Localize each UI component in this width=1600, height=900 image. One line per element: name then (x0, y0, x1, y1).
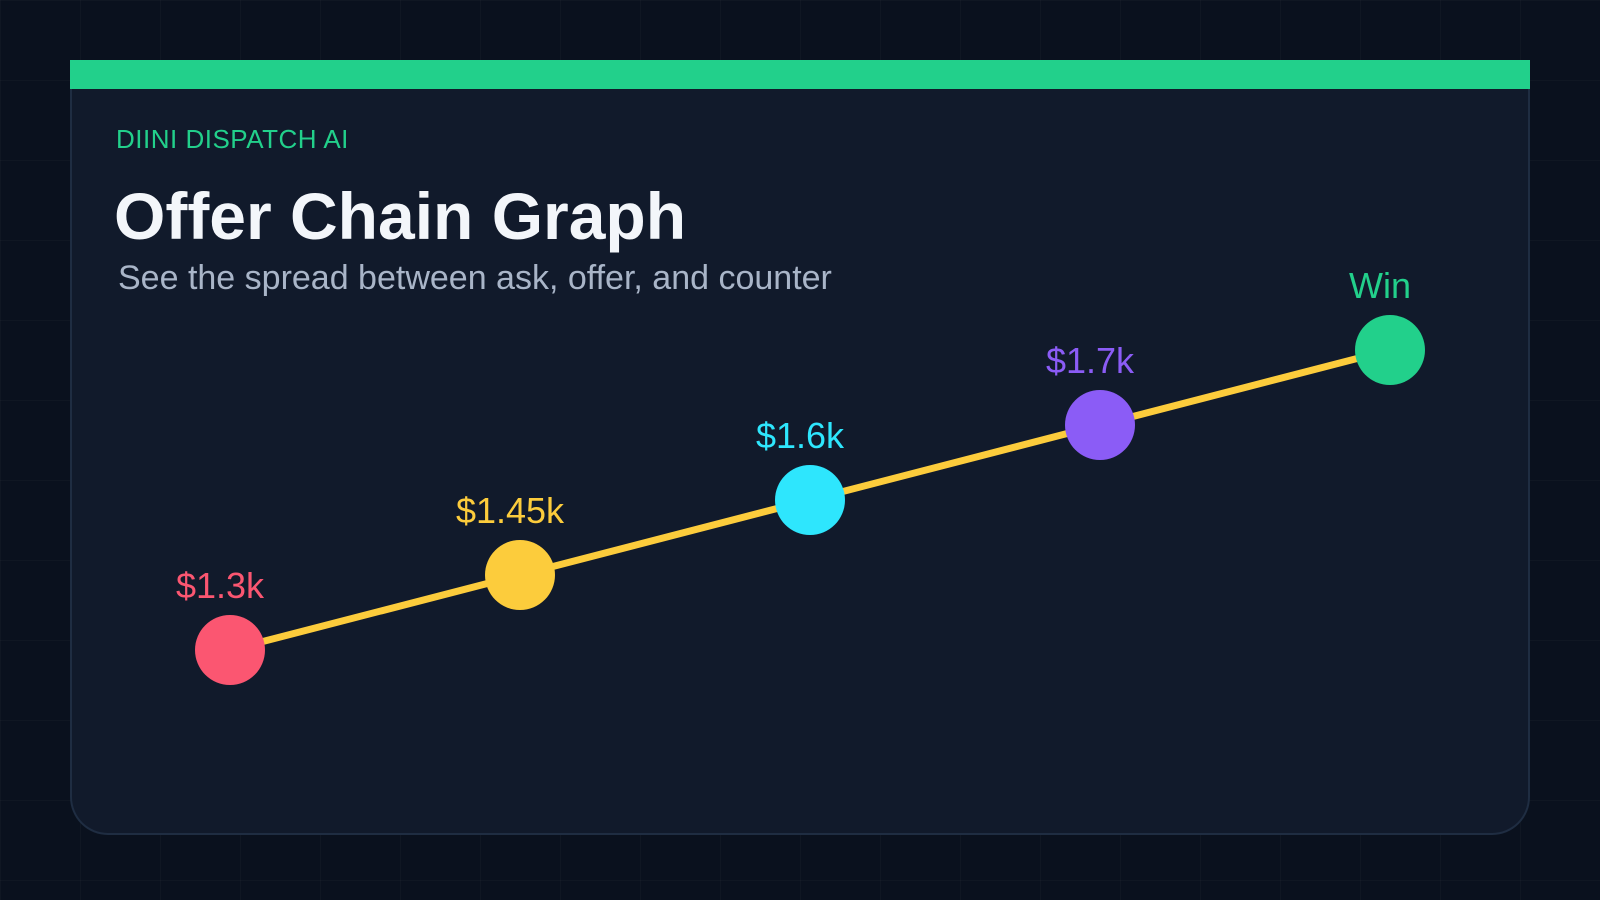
chain-node-label-5: Win (1349, 265, 1411, 306)
chain-node-label-3: $1.6k (756, 415, 845, 456)
chain-node-label-4: $1.7k (1046, 340, 1135, 381)
page-subtitle: See the spread between ask, offer, and c… (118, 259, 832, 297)
chain-node-5 (1355, 315, 1425, 385)
brand-label: DIINI DISPATCH AI (116, 124, 349, 154)
offer-chain-card (70, 60, 1530, 835)
chain-node-3 (775, 465, 845, 535)
card-accent-bar (70, 60, 1530, 89)
chain-node-4 (1065, 390, 1135, 460)
chain-node-label-2: $1.45k (456, 490, 565, 531)
chain-node-label-1: $1.3k (176, 565, 265, 606)
chain-node-1 (195, 615, 265, 685)
chain-node-2 (485, 540, 555, 610)
page-title: Offer Chain Graph (114, 179, 687, 253)
